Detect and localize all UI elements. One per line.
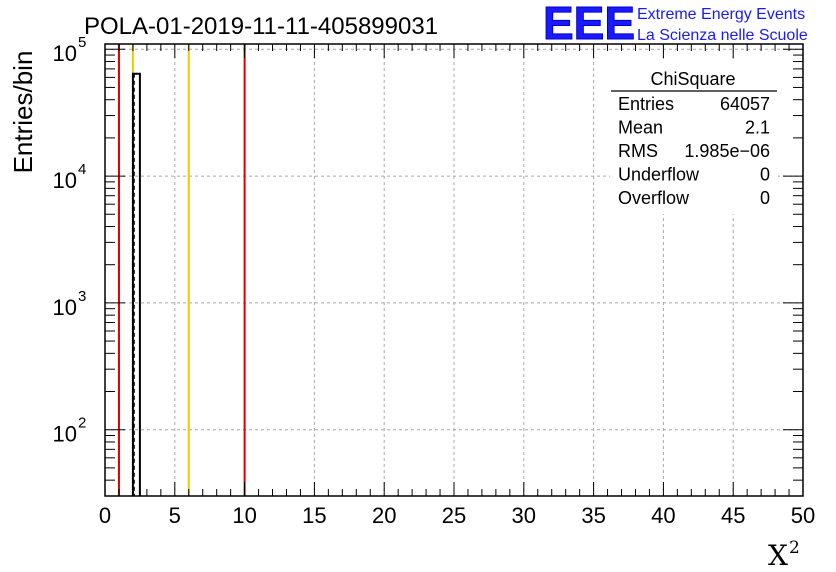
histogram-bars [131,72,141,496]
svg-text:10: 10 [53,295,77,320]
x-tick-label: 40 [651,503,675,528]
stats-value: 0 [760,188,770,208]
x-tick-label: 45 [721,503,745,528]
stats-value: 0 [760,165,770,185]
svg-text:5: 5 [78,34,86,51]
svg-text:3: 3 [78,288,86,305]
stats-rows: Entries 64057 Mean 2.1 RMS 1.985e−06 Underflow… [618,94,770,208]
reference-lines [117,44,246,496]
x-tick-label: 50 [791,503,815,528]
chart-title: POLA-01-2019-11-11-405899031 [84,13,438,40]
svg-text:4: 4 [78,161,86,178]
x-tick-label: 15 [302,503,326,528]
logo-line-1: Extreme Energy Events [637,6,805,23]
svg-text:10: 10 [53,41,77,66]
stats-value: 2.1 [745,118,770,138]
x-tick-label: 35 [581,503,605,528]
stats-label: Overflow [618,188,690,208]
x-tick-label: 0 [99,503,111,528]
svg-text:10: 10 [53,168,77,193]
x-tick-label: 5 [169,503,181,528]
stats-box: ChiSquare Entries 64057 Mean 2.1 RMS 1.985e−0… [610,62,778,214]
stats-value: 64057 [720,94,770,114]
x-axis-ticks: 0 5 10 15 20 25 30 35 40 45 50 [99,44,815,528]
y-tick-label: 10 2 [53,415,87,447]
y-tick-label: 10 3 [53,288,87,320]
y-axis-title: Entries/bin [8,51,38,174]
svg-text:10: 10 [53,422,77,447]
stats-label: Underflow [618,165,700,185]
stats-label: Mean [618,118,663,138]
logo-line-2: La Scienza nelle Scuole [637,27,808,44]
x-tick-label: 20 [372,503,396,528]
y-tick-label: 10 5 [53,34,87,66]
svg-text:X: X [768,539,788,572]
stats-value: 1.985e−06 [684,141,770,161]
x-tick-label: 30 [512,503,536,528]
x-axis-title: X 2 [768,538,800,572]
x-tick-label: 10 [232,503,256,528]
x-tick-label: 25 [442,503,466,528]
y-tick-label: 10 4 [53,161,87,193]
histogram-bar [131,72,141,496]
stats-title: ChiSquare [650,69,735,89]
stats-label: RMS [618,141,658,161]
svg-text:2: 2 [78,415,86,432]
svg-text:2: 2 [789,538,800,558]
stats-label: Entries [618,94,674,114]
eee-logo-mark: EEE [543,0,635,49]
